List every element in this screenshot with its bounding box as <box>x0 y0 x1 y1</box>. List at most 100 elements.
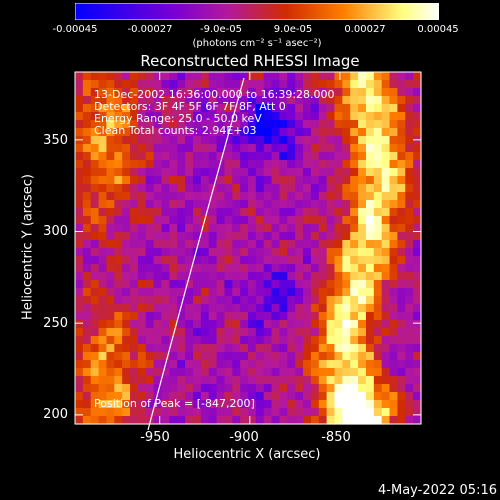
heatmap-cell <box>263 408 273 417</box>
heatmap-cell <box>153 200 163 209</box>
heatmap-cell <box>122 344 131 353</box>
heatmap-cell <box>287 256 296 265</box>
heatmap-cell <box>122 240 131 249</box>
heatmap-cell <box>255 288 265 297</box>
heatmap-cell <box>208 416 218 425</box>
heatmap-cell <box>216 272 226 281</box>
heatmap-cell <box>75 160 84 169</box>
heatmap-cell <box>287 264 296 273</box>
heatmap-cell <box>397 160 406 169</box>
heatmap-cell <box>318 336 328 345</box>
heatmap-cell <box>90 200 100 209</box>
heatmap-cell <box>177 88 186 97</box>
heatmap-cell <box>153 128 163 137</box>
heatmap-cell <box>98 80 108 89</box>
heatmap-cell <box>145 328 155 337</box>
heatmap-cell <box>169 112 178 121</box>
heatmap-cell <box>216 360 226 369</box>
heatmap-cell <box>413 392 422 401</box>
heatmap-cell <box>263 304 273 313</box>
heatmap-cell <box>350 240 359 249</box>
heatmap-cell <box>279 312 288 321</box>
heatmap-cell <box>303 232 312 241</box>
heatmap-cell <box>130 280 139 289</box>
heatmap-cell <box>413 360 422 369</box>
heatmap-cell <box>413 160 422 169</box>
heatmap-cell <box>90 160 100 169</box>
heatmap-cell <box>130 376 139 385</box>
heatmap-cell <box>358 96 367 105</box>
heatmap-cell <box>310 384 320 393</box>
heatmap-cell <box>413 128 422 137</box>
heatmap-cell <box>373 72 383 81</box>
heatmap-cell <box>287 72 296 81</box>
heatmap-cell <box>232 240 241 249</box>
heatmap-cell <box>185 152 194 161</box>
heatmap-cell <box>177 368 186 377</box>
heatmap-cell <box>90 80 100 89</box>
heatmap-cell <box>169 320 178 329</box>
heatmap-cell <box>106 72 115 81</box>
heatmap-cell <box>287 80 296 89</box>
heatmap-cell <box>192 320 202 329</box>
heatmap-cell <box>169 96 178 105</box>
heatmap-cell <box>137 272 147 281</box>
heatmap-cell <box>145 80 155 89</box>
heatmap-cell <box>200 384 210 393</box>
heatmap-cell <box>255 384 265 393</box>
heatmap-cell <box>303 184 312 193</box>
heatmap-cell <box>208 248 218 257</box>
heatmap-cell <box>145 344 155 353</box>
heatmap-cell <box>405 192 414 201</box>
heatmap-cell <box>397 208 406 217</box>
heatmap-cell <box>263 144 273 153</box>
heatmap-cell <box>200 304 210 313</box>
heatmap-cell <box>389 152 399 161</box>
heatmap-cell <box>145 384 155 393</box>
heatmap-cell <box>263 136 273 145</box>
heatmap-cell <box>373 320 383 329</box>
heatmap-cell <box>326 344 336 353</box>
heatmap-cell <box>318 360 328 369</box>
heatmap-cell <box>397 392 406 401</box>
heatmap-cell <box>177 384 186 393</box>
heatmap-cell <box>90 400 100 409</box>
heatmap-cell <box>279 320 288 329</box>
heatmap-cell <box>130 272 139 281</box>
heatmap-cell <box>295 288 304 297</box>
heatmap-cell <box>342 96 351 105</box>
heatmap-cell <box>279 304 288 313</box>
heatmap-cell <box>153 392 163 401</box>
heatmap-cell <box>137 88 147 97</box>
heatmap-cell <box>130 264 139 273</box>
heatmap-cell <box>177 328 186 337</box>
heatmap-cell <box>405 96 414 105</box>
heatmap-cell <box>130 320 139 329</box>
heatmap-cell <box>192 152 202 161</box>
heatmap-cell <box>381 368 391 377</box>
heatmap-cell <box>200 192 210 201</box>
heatmap-cell <box>185 240 194 249</box>
heatmap-cell <box>397 104 406 113</box>
heatmap-cell <box>303 112 312 121</box>
heatmap-cell <box>334 288 343 297</box>
heatmap-cell <box>405 312 414 321</box>
heatmap-cell <box>98 168 108 177</box>
heatmap-cell <box>248 216 257 225</box>
heatmap-cell <box>106 176 115 185</box>
heatmap-cell <box>161 256 170 265</box>
heatmap-cell <box>389 400 399 409</box>
heatmap-cell <box>358 360 367 369</box>
heatmap-cell <box>177 360 186 369</box>
heatmap-cell <box>161 184 170 193</box>
heatmap-cell <box>90 208 100 217</box>
heatmap-cell <box>303 240 312 249</box>
heatmap-cell <box>373 120 383 129</box>
heatmap-cell <box>365 400 375 409</box>
heatmap-cell <box>224 224 233 233</box>
heatmap-cell <box>200 328 210 337</box>
heatmap-cell <box>279 376 288 385</box>
heatmap-cell <box>381 224 391 233</box>
heatmap-cell <box>397 120 406 129</box>
heatmap-cell <box>271 128 281 137</box>
